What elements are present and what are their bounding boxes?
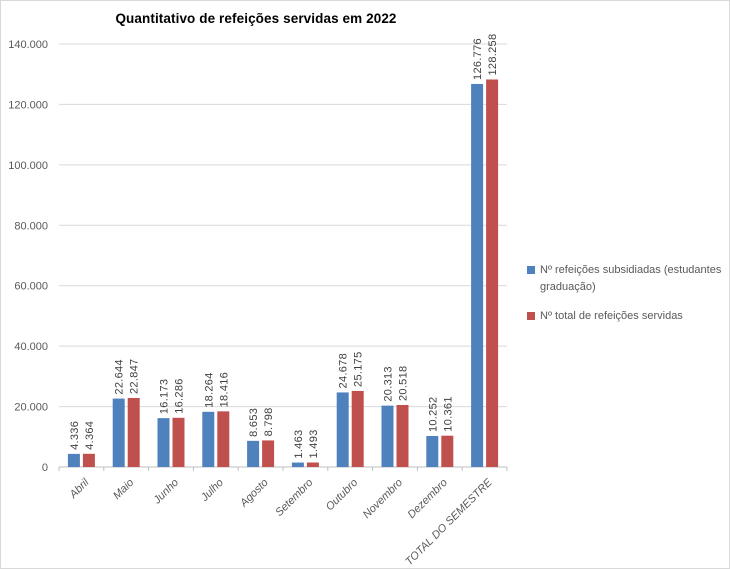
- x-tick-label: Novembro: [361, 477, 405, 521]
- y-tick-label: 120.000: [8, 99, 48, 111]
- x-tick-label: Maio: [111, 477, 136, 502]
- bar-red-dezembro: [441, 435, 454, 467]
- value-label: 20.313: [383, 366, 395, 401]
- value-label: 25.175: [353, 351, 365, 386]
- value-label: 128.258: [487, 34, 499, 76]
- y-tick-label: 80.000: [14, 220, 48, 232]
- bar-blue-junho: [157, 418, 170, 467]
- bar-blue-novembro: [381, 405, 394, 467]
- value-label: 18.264: [203, 372, 215, 407]
- y-tick-label: 20.000: [14, 402, 48, 414]
- y-tick-label: 40.000: [14, 341, 48, 353]
- bar-red-novembro: [396, 405, 409, 467]
- bar-red-agosto: [262, 440, 275, 467]
- legend-entry-subsidiadas: Nº refeições subsidiadas (estudantes gra…: [527, 262, 727, 295]
- bar-red-junho: [172, 417, 185, 467]
- x-tick-label: Julho: [198, 477, 226, 505]
- bar-red-outubro: [351, 390, 364, 467]
- bar-red-total-do-semestre: [486, 79, 499, 468]
- bar-blue-abril: [67, 453, 80, 467]
- bar-red-setembro: [306, 462, 319, 467]
- x-tick-label: Outubro: [324, 477, 361, 514]
- value-label: 18.416: [218, 372, 230, 407]
- bar-blue-setembro: [291, 462, 304, 467]
- value-label: 22.644: [114, 359, 126, 394]
- x-tick-label: Abril: [67, 476, 92, 501]
- chart-title: Quantitativo de refeições servidas em 20…: [115, 11, 397, 26]
- bar-blue-dezembro: [426, 436, 439, 467]
- value-label: 16.173: [159, 379, 171, 414]
- bar-red-julho: [217, 411, 230, 467]
- value-label: 20.518: [398, 366, 410, 401]
- legend-label: Nº refeições subsidiadas (estudantes gra…: [540, 264, 722, 293]
- value-label: 16.286: [174, 378, 186, 413]
- legend-marker-blue-icon: [527, 266, 535, 274]
- value-label: 1.463: [293, 430, 305, 459]
- bar-blue-outubro: [336, 392, 349, 467]
- value-label: 22.847: [129, 359, 141, 394]
- bar-blue-agosto: [247, 440, 260, 467]
- legend-label: Nº total de refeições servidas: [540, 310, 683, 322]
- y-tick-label: 100.000: [8, 160, 48, 172]
- x-tick-label: Junho: [151, 477, 181, 507]
- x-tick-label: Agosto: [237, 477, 270, 510]
- value-label: 24.678: [338, 353, 350, 388]
- value-label: 4.364: [84, 421, 96, 450]
- bar-blue-total-do-semestre: [471, 83, 484, 467]
- y-tick-label: 0: [42, 462, 48, 474]
- value-label: 1.493: [308, 429, 320, 458]
- value-label: 10.252: [427, 397, 439, 432]
- y-tick-label: 140.000: [8, 39, 48, 51]
- x-tick-label: Setembro: [273, 477, 315, 519]
- legend-entry-total: Nº total de refeições servidas: [527, 308, 727, 325]
- value-label: 4.336: [69, 421, 81, 450]
- legend-marker-red-icon: [527, 312, 535, 320]
- value-label: 10.361: [442, 396, 454, 431]
- value-label: 8.798: [263, 407, 275, 436]
- x-tick-label: TOTAL DO SEMESTRE: [403, 476, 495, 568]
- bar-blue-maio: [112, 398, 125, 467]
- bar-blue-julho: [202, 411, 215, 467]
- legend: Nº refeições subsidiadas (estudantes gra…: [527, 262, 727, 338]
- bar-red-maio: [127, 397, 140, 467]
- bar-red-abril: [82, 453, 95, 467]
- x-tick-label: Dezembro: [406, 477, 450, 521]
- value-label: 126.776: [472, 38, 484, 80]
- y-tick-label: 60.000: [14, 281, 48, 293]
- value-label: 8.653: [248, 408, 260, 437]
